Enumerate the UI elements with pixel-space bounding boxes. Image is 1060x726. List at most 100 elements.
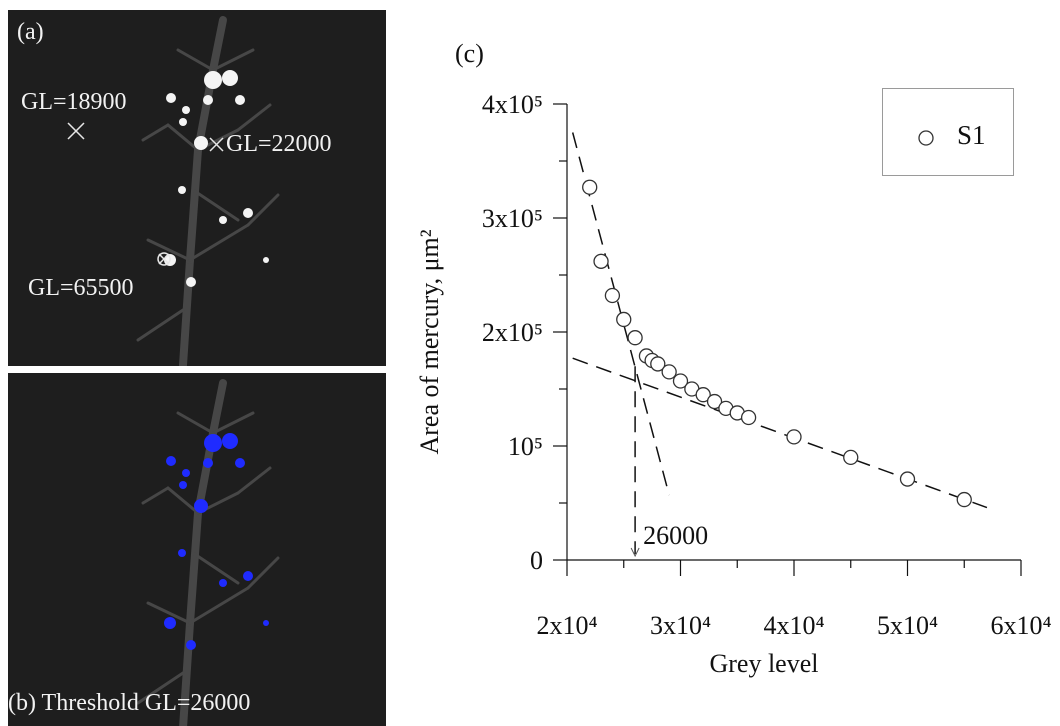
specimen-branch bbox=[191, 188, 240, 222]
bright-spot bbox=[203, 95, 213, 105]
x-tick-label: 2x10⁴ bbox=[536, 611, 597, 640]
threshold-arrow-icon bbox=[630, 547, 640, 558]
data-point bbox=[899, 471, 916, 487]
bright-spot bbox=[235, 95, 245, 105]
bright-spot bbox=[222, 70, 238, 86]
annotation-gl-65500: GL=65500 bbox=[28, 275, 134, 301]
y-tick-label: 3x10⁵ bbox=[482, 204, 543, 233]
data-point bbox=[604, 287, 621, 304]
bright-spot bbox=[243, 208, 253, 218]
threshold-spot bbox=[166, 456, 176, 466]
bright-spot bbox=[186, 277, 196, 287]
panel-a-label: (a) bbox=[17, 19, 44, 45]
specimen-branch bbox=[186, 509, 202, 627]
data-point bbox=[695, 387, 711, 403]
threshold-spot bbox=[263, 620, 269, 626]
threshold-spot bbox=[178, 549, 186, 557]
specimen-branch bbox=[236, 103, 272, 132]
specimen-branch bbox=[176, 411, 215, 435]
x-tick-label: 3x10⁴ bbox=[650, 611, 711, 640]
specimen-branch bbox=[166, 123, 200, 152]
threshold-spot bbox=[222, 433, 238, 449]
ct-scan-image bbox=[67, 16, 280, 366]
specimen-branch bbox=[166, 486, 200, 515]
specimen-branch bbox=[209, 379, 227, 437]
chart-labels: 0 10⁵ 2x10⁵ 3x10⁵ 4x10⁵ Grey level Area of mer… bbox=[415, 39, 819, 678]
threshold-spot bbox=[235, 458, 245, 468]
specimen-branch bbox=[141, 486, 170, 505]
bright-spot bbox=[194, 136, 208, 150]
specimen-branch bbox=[209, 16, 227, 74]
threshold-spot bbox=[243, 571, 253, 581]
bright-spot bbox=[204, 71, 222, 89]
bright-spot bbox=[219, 216, 227, 224]
y-tick-label: 10⁵ bbox=[508, 432, 543, 461]
data-point bbox=[593, 253, 609, 269]
data-point bbox=[740, 409, 757, 426]
threshold-spot bbox=[182, 469, 190, 477]
y-axis-label: Area of mercury, μm² bbox=[415, 229, 444, 454]
data-point bbox=[616, 311, 632, 328]
data-point bbox=[661, 364, 677, 380]
specimen-branch bbox=[188, 223, 250, 262]
specimen-branch bbox=[191, 551, 240, 585]
panel-b-image: (b) Threshold GL=26000 bbox=[8, 373, 386, 726]
chart-points bbox=[582, 179, 972, 508]
data-point bbox=[843, 449, 859, 466]
panel-c-label: (c) bbox=[455, 39, 484, 68]
specimen-branch bbox=[186, 146, 202, 264]
data-point bbox=[706, 393, 723, 410]
bright-spot bbox=[182, 106, 190, 114]
threshold-spot bbox=[179, 481, 187, 489]
data-point bbox=[627, 330, 643, 346]
threshold-image bbox=[136, 379, 280, 726]
x-marker-icon bbox=[209, 137, 224, 152]
circled-x-marker-icon bbox=[158, 253, 170, 265]
data-point bbox=[582, 179, 598, 195]
specimen-branch bbox=[176, 48, 215, 72]
threshold-annotation: 26000 bbox=[643, 521, 708, 550]
y-tick-label: 2x10⁵ bbox=[482, 318, 543, 347]
annotation-gl-22000: GL=22000 bbox=[226, 131, 332, 157]
x-axis-label: Grey level bbox=[709, 649, 818, 678]
specimen-branch bbox=[136, 308, 185, 342]
chart-legend: S1 bbox=[882, 88, 1014, 176]
specimen-branch bbox=[246, 193, 280, 227]
panel-a-image: (a) GL=18900 GL=22000 GL=65500 bbox=[8, 10, 386, 366]
data-point bbox=[786, 429, 802, 445]
legend-label: S1 bbox=[957, 120, 986, 150]
x-tick-label: 6x10⁴ bbox=[990, 611, 1051, 640]
panel-b-label: (b) Threshold GL=26000 bbox=[8, 690, 251, 716]
bright-spot bbox=[166, 93, 176, 103]
x-tick-label: 5x10⁴ bbox=[877, 611, 938, 640]
bright-spot bbox=[178, 186, 186, 194]
x-marker-icon bbox=[67, 122, 85, 140]
data-point bbox=[956, 491, 972, 508]
specimen-branch bbox=[236, 466, 272, 495]
specimen-branch bbox=[188, 586, 250, 625]
circled-x-marker-icon bbox=[157, 252, 171, 266]
legend-marker-icon bbox=[918, 130, 934, 146]
bright-spot bbox=[179, 118, 187, 126]
specimen-branch bbox=[136, 671, 185, 705]
annotation-gl-18900: GL=18900 bbox=[21, 89, 127, 115]
threshold-spot bbox=[186, 640, 196, 650]
threshold-spot bbox=[219, 579, 227, 587]
threshold-spot bbox=[203, 458, 213, 468]
chart-axes: 2x10⁴ 3x10⁴ 4x10⁴ 5x10⁴ 6x10⁴ bbox=[536, 103, 1052, 640]
y-tick-label: 0 bbox=[530, 546, 543, 575]
data-point bbox=[650, 356, 666, 372]
threshold-spot bbox=[204, 434, 222, 452]
y-tick-label: 4x10⁵ bbox=[482, 90, 543, 119]
x-tick-label: 4x10⁴ bbox=[763, 611, 824, 640]
bright-spot bbox=[263, 257, 269, 263]
data-point bbox=[672, 373, 689, 389]
threshold-spot bbox=[164, 617, 176, 629]
specimen-branch bbox=[146, 238, 192, 262]
specimen-branch bbox=[211, 411, 255, 435]
specimen-branch bbox=[246, 556, 280, 590]
specimen-branch bbox=[146, 601, 192, 625]
specimen-branch bbox=[211, 48, 255, 72]
threshold-spot bbox=[194, 499, 208, 513]
